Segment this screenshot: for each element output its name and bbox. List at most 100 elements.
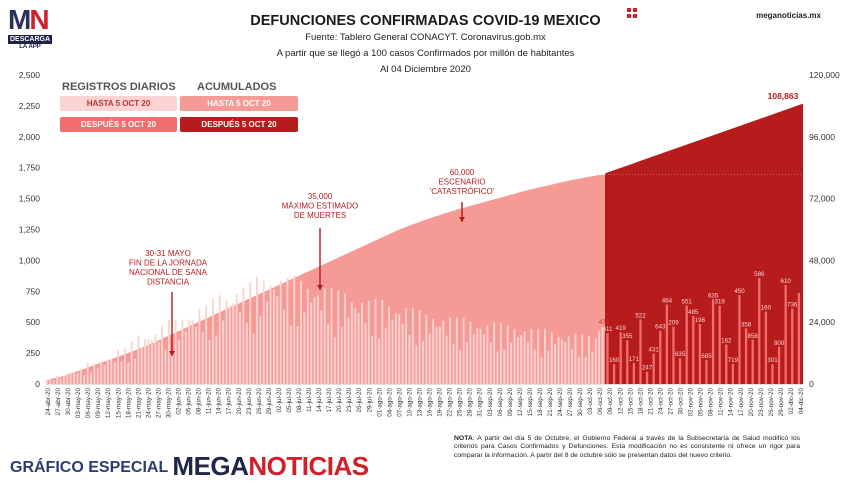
daily-bar-before (293, 275, 296, 384)
y-left-tick-label: 2,500 (19, 70, 41, 80)
daily-bar-before (212, 298, 214, 384)
daily-bar-before (523, 331, 526, 384)
x-tick-label: 03-oct-20 (587, 388, 594, 415)
daily-bar-before (140, 348, 143, 384)
daily-bar-after (784, 285, 787, 384)
daily-bar-after (685, 305, 688, 384)
daily-bar-before (567, 336, 570, 384)
daily-bar-before (323, 288, 326, 384)
daily-bar-before (337, 290, 340, 384)
y-right-tick-label: 120,000 (809, 70, 840, 80)
annotation-text: DE MUERTES (294, 211, 346, 220)
daily-bar-after (659, 330, 662, 384)
daily-bar-before (527, 342, 529, 384)
daily-bar-before (361, 302, 363, 384)
daily-bar-before (510, 342, 513, 384)
daily-bar-before (317, 295, 319, 384)
daily-bar-before (49, 378, 52, 384)
x-tick-label: 26-jun-20 (256, 388, 263, 415)
annotation-text: 35,000 (308, 192, 333, 201)
annotation-arrowhead (459, 217, 465, 222)
daily-bar-before (117, 350, 120, 384)
daily-bar-after (751, 339, 754, 384)
x-tick-label: 04-ago-20 (386, 388, 393, 417)
daily-bar-before (540, 357, 543, 384)
daily-bar-before (262, 280, 265, 384)
x-tick-label: 09-oct-20 (607, 388, 614, 415)
annotation-text: 30-31 MAYO (145, 249, 191, 258)
daily-bar-before (354, 307, 357, 384)
daily-bar-before (310, 302, 313, 384)
daily-label-after: 160 (761, 305, 772, 312)
daily-bar-before (181, 319, 184, 384)
daily-label-after: 800 (774, 340, 785, 347)
daily-bar-before (191, 319, 194, 384)
daily-label-after: 635 (708, 292, 719, 299)
chart-date: Al 04 Diciembre 2020 (380, 64, 471, 75)
annotation-text: ESCENARIO (438, 178, 485, 187)
x-tick-label: 06-oct-20 (597, 388, 604, 415)
daily-bar-before (449, 317, 452, 384)
daily-bar-before (62, 376, 65, 384)
daily-bar-before (371, 335, 374, 384)
daily-bar-before (266, 301, 269, 384)
daily-bar-after (777, 346, 781, 384)
grid-icon[interactable] (627, 8, 637, 18)
daily-bar-before (550, 332, 553, 384)
x-tick-label: 20-nov-20 (748, 388, 755, 417)
daily-bar-before (147, 339, 150, 384)
daily-bar-before (594, 338, 597, 384)
daily-bar-before (384, 327, 387, 384)
y-left-tick-label: 750 (26, 286, 40, 296)
x-tick-label: 05-jul-20 (286, 388, 293, 413)
daily-bar-after (711, 299, 715, 384)
daily-bar-before (347, 317, 350, 384)
x-tick-label: 17-nov-20 (738, 388, 745, 417)
y-right-tick-label: 96,000 (809, 132, 835, 142)
y-right-tick-label: 24,000 (809, 317, 835, 327)
daily-label-after: 643 (655, 324, 666, 331)
x-tick-label: 29-nov-20 (778, 388, 785, 417)
daily-bar-after (612, 364, 616, 384)
daily-bar-after (758, 277, 761, 384)
x-tick-label: 02-dic-20 (788, 388, 795, 415)
daily-bar-before (584, 357, 587, 384)
daily-bar-after (665, 304, 669, 384)
site-url[interactable]: meganoticias.mx (756, 11, 821, 20)
x-tick-label: 06-may-20 (85, 388, 92, 419)
x-tick-label: 27-may-20 (155, 388, 162, 419)
daily-label-after: 162 (721, 338, 732, 345)
daily-bar-before (520, 335, 523, 384)
daily-label-after: 450 (734, 288, 745, 295)
x-tick-label: 01-ago-20 (376, 388, 383, 417)
y-left-tick-label: 1,250 (19, 225, 41, 235)
daily-bar-before (378, 338, 380, 384)
daily-bar-before (313, 297, 316, 384)
y-right-tick-label: 72,000 (809, 194, 835, 204)
daily-bar-before (205, 305, 208, 384)
daily-bar-before (489, 342, 492, 384)
x-tick-label: 24-may-20 (145, 388, 152, 419)
daily-bar-after (652, 353, 655, 384)
daily-bar-before (333, 337, 336, 384)
daily-label-after: 411 (603, 326, 613, 333)
footer-brand[interactable]: MEGANOTICIAS (172, 451, 369, 481)
daily-label-after: 358 (741, 321, 752, 328)
x-tick-label: 25-ago-20 (457, 388, 464, 417)
daily-bar-before (46, 381, 48, 384)
y-left-tick-label: 0 (35, 379, 40, 389)
daily-bar-before (554, 343, 557, 384)
daily-bar-before (574, 333, 577, 384)
meganoticias-app-logo[interactable]: MN DESCARGA LA APP (8, 6, 52, 50)
x-tick-label: 11-jun-20 (206, 388, 213, 415)
daily-label-after: 464 (662, 298, 673, 305)
daily-bar-before (320, 310, 323, 384)
x-tick-label: 23-jun-20 (246, 388, 253, 415)
daily-bar-before (228, 305, 231, 384)
daily-bar-after (764, 311, 768, 384)
daily-bar-before (303, 312, 306, 384)
daily-bar-before (144, 338, 147, 384)
daily-bar-before (164, 349, 167, 384)
daily-bar-before (86, 362, 89, 384)
